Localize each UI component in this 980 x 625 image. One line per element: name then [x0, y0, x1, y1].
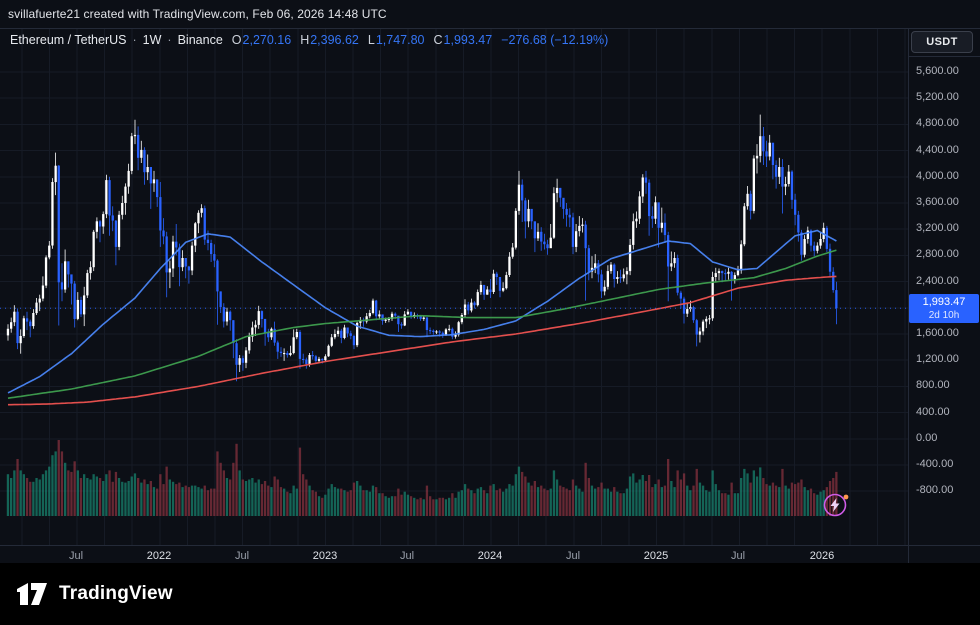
price-tick: 0.00 — [916, 431, 938, 444]
price-tick: 1,200.00 — [916, 353, 959, 366]
time-tick-month: Jul — [234, 550, 250, 562]
symbol-name[interactable]: Ethereum / TetherUS — [10, 33, 127, 47]
time-tick-month: Jul — [68, 550, 84, 562]
time-tick-year: 2025 — [643, 550, 669, 562]
time-tick-year: 2023 — [312, 550, 338, 562]
low-label: L — [367, 33, 375, 47]
time-axis[interactable]: Jul 2022 Jul 2023 Jul 2024 Jul 2025 Jul 2026 — [0, 545, 908, 563]
price-tick: 5,600.00 — [916, 65, 959, 77]
legend-separator: · — [167, 33, 172, 47]
currency-button[interactable]: USDT — [911, 31, 973, 53]
lightning-icon[interactable] — [821, 490, 851, 520]
price-tick: 4,000.00 — [916, 169, 959, 182]
price-tick: -400.00 — [916, 458, 954, 470]
time-tick-year: 2022 — [146, 550, 172, 562]
interval-label[interactable]: 1W — [142, 33, 162, 47]
price-tick: -800.00 — [916, 484, 954, 497]
brand-name: TradingView — [59, 583, 173, 604]
price-tick: 2,400.00 — [916, 274, 959, 287]
close-label: C — [433, 33, 443, 47]
time-tick-year: 2026 — [809, 550, 835, 562]
open-value: 2,270.16 — [242, 33, 292, 47]
price-tick: 5,200.00 — [916, 91, 959, 104]
tradingview-logo-mark — [17, 583, 47, 605]
price-tick: 400.00 — [916, 405, 950, 418]
time-tick-month: Jul — [565, 550, 581, 562]
price-tick: 3,200.00 — [916, 222, 959, 235]
bar-countdown: 2d 10h — [928, 310, 960, 321]
price-axis[interactable]: 5,600.00 5,200.00 4,800.00 4,400.00 4,000.00… — [908, 28, 980, 545]
change-value: −276.68 (−12.19%) — [501, 33, 609, 47]
price-tick: 1,600.00 — [916, 327, 959, 339]
price-tick: 800.00 — [916, 379, 950, 392]
price-tick: 2,800.00 — [916, 248, 959, 261]
watermark-text: svillafuerte21 created with TradingView.… — [8, 7, 387, 21]
last-price-label: 1,993.47 2d 10h — [909, 294, 979, 323]
close-value: 1,993.47 — [443, 33, 493, 47]
price-tick: 4,800.00 — [916, 117, 959, 130]
exchange-label: Binance — [177, 33, 223, 47]
time-tick-month: Jul — [399, 550, 415, 562]
high-value: 2,396.62 — [310, 33, 359, 47]
open-label: O — [231, 33, 242, 47]
high-label: H — [300, 33, 310, 47]
low-value: 1,747.80 — [375, 33, 425, 47]
last-price-value: 1,993.47 — [922, 296, 966, 308]
brand-footer: TradingView — [0, 563, 980, 625]
watermark-bar: svillafuerte21 created with TradingView.… — [0, 0, 980, 28]
tradingview-logo[interactable]: TradingView — [14, 580, 173, 608]
symbol-legend: Ethereum / TetherUS · 1W · Binance O 2,2… — [10, 33, 608, 49]
price-tick: 3,600.00 — [916, 196, 959, 208]
legend-separator: · — [132, 33, 137, 47]
time-tick-year: 2024 — [477, 550, 503, 562]
time-tick-month: Jul — [730, 550, 746, 562]
price-tick: 4,400.00 — [916, 143, 959, 156]
